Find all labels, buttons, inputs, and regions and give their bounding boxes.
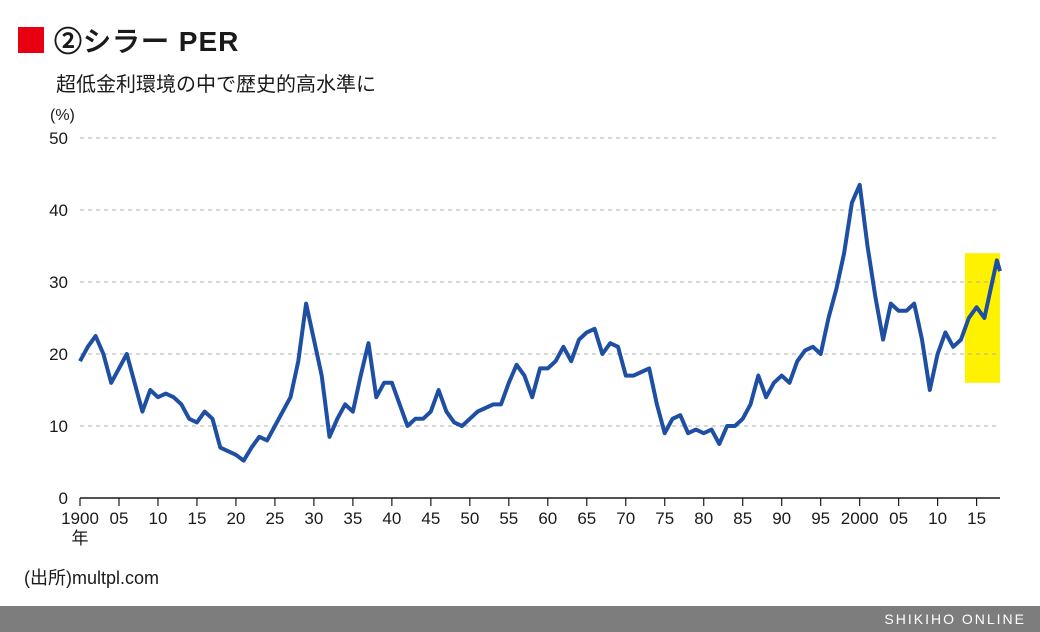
y-tick-label: 30 [49,273,68,292]
x-tick-label: 85 [733,509,752,528]
y-tick-label: 20 [49,345,68,364]
x-tick-label: 80 [694,509,713,528]
title-marker-icon [18,27,44,53]
y-axis-unit: (%) [0,97,1040,125]
chart-subtitle: 超低金利環境の中で歴史的高水準に [0,60,1040,97]
data-series-line [80,185,1000,461]
x-tick-label: 55 [499,509,518,528]
x-tick-label: 15 [187,509,206,528]
x-tick-label: 2000 [841,509,879,528]
x-tick-label: 35 [343,509,362,528]
x-axis-unit: 年 [72,529,89,548]
x-tick-label: 75 [655,509,674,528]
x-tick-label: 10 [149,509,168,528]
x-tick-label: 1900 [61,509,99,528]
x-tick-label: 10 [928,509,947,528]
x-tick-label: 65 [577,509,596,528]
y-tick-label: 40 [49,201,68,220]
x-tick-label: 95 [811,509,830,528]
x-tick-label: 30 [304,509,323,528]
chart-title: ②シラー PER [54,20,239,60]
source-label: (出所)multpl.com [24,564,159,590]
y-tick-label: 10 [49,417,68,436]
x-tick-label: 50 [460,509,479,528]
x-tick-label: 05 [110,509,129,528]
footer-brand-bar: SHIKIHO ONLINE [0,606,1040,632]
x-tick-label: 45 [421,509,440,528]
x-tick-label: 40 [382,509,401,528]
footer-brand-text: SHIKIHO ONLINE [884,611,1026,627]
x-tick-label: 60 [538,509,557,528]
y-tick-label: 0 [59,489,68,508]
line-chart: 0102030405019000510152025303540455055606… [80,138,1000,498]
x-tick-label: 05 [889,509,908,528]
x-tick-label: 15 [967,509,986,528]
chart-area: 0102030405019000510152025303540455055606… [80,138,1000,498]
x-tick-label: 25 [265,509,284,528]
x-tick-label: 20 [226,509,245,528]
chart-title-row: ②シラー PER [0,0,1040,60]
x-tick-label: 90 [772,509,791,528]
y-tick-label: 50 [49,129,68,148]
x-tick-label: 70 [616,509,635,528]
